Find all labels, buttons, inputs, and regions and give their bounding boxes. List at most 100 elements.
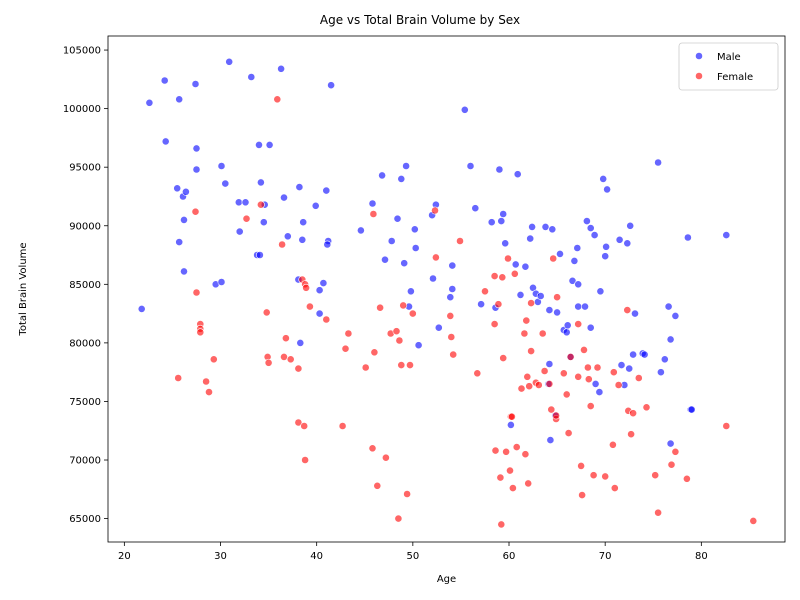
male-point [137,304,146,313]
chart-title: Age vs Total Brain Volume by Sex [320,13,520,27]
male-point [541,222,550,231]
male-point [255,140,263,149]
female-point [192,288,201,297]
male-point [599,174,608,183]
y-axis-label: Total Brain Volume [18,242,29,336]
male-point [513,170,522,179]
female-point [403,490,411,498]
female-point [264,358,273,367]
male-point [161,137,170,146]
male-point [684,233,692,242]
male-point [402,162,410,170]
female-point [510,269,519,278]
male-point [283,232,292,241]
male-point [615,235,624,244]
y-axis: 65000 70000 75000 80000 85000 90000 95000 10000… [63,46,108,525]
female-point [449,350,458,359]
male-point [295,183,304,191]
legend-marker-male [695,52,703,60]
plot-area: 20 30 40 50 60 70 80 65000 70000 75000 80000 85000… [63,35,786,562]
female-point [490,320,499,328]
male-point [429,274,437,283]
female-point [305,302,314,311]
male-point [311,201,320,210]
male-point [225,57,234,66]
female-point [395,336,404,345]
female-point [553,293,561,302]
male-point [631,309,639,318]
male-point [410,225,419,234]
female-point [202,377,210,386]
male-point [378,171,386,180]
female-point [174,374,183,382]
male-point [497,217,506,225]
male-point [623,239,632,248]
female-point [623,306,632,314]
female-point [273,95,282,104]
female-point [294,418,303,427]
female-point [491,446,500,455]
male-point [393,214,402,223]
male-point [296,338,305,347]
x-axis: 20 30 40 50 60 70 80 [118,542,708,562]
male-point [434,323,443,332]
female-point [481,287,489,296]
male-point [448,285,457,293]
male-point [553,308,561,317]
female-point [574,320,583,328]
female-point [580,345,588,354]
female-point [564,429,573,437]
female-point [534,381,543,389]
male-point [506,420,515,429]
female-point [302,283,310,292]
female-point [577,461,585,470]
male-point [256,178,265,187]
x-tick-label: 50 [406,551,419,562]
legend-label-male: Male [717,52,741,63]
male-point [574,302,583,311]
legend-marker-female [695,72,703,80]
male-point [381,255,389,264]
male-point [259,218,268,227]
male-point [471,204,480,213]
male-point [323,240,332,249]
female-point [473,369,482,378]
female-point [749,517,758,525]
male-point [298,235,307,244]
female-point [627,430,635,439]
female-point [654,508,662,517]
male-point [247,73,256,81]
male-point [664,302,673,311]
male-point [536,292,545,300]
male-point [255,251,264,259]
male-point [687,405,696,414]
male-point [234,198,243,207]
female-point [498,273,507,282]
female-point [574,372,583,381]
male-point [280,193,288,202]
y-tick-label: 80000 [69,338,101,349]
female-point [609,368,618,377]
male-point [521,262,530,271]
female-point [338,422,347,430]
male-point [511,260,520,269]
female-point [278,240,286,249]
male-point [192,165,201,174]
x-tick-label: 20 [118,551,131,562]
female-point [667,460,676,469]
female-point [601,472,610,481]
x-axis-label: Age [437,574,456,585]
female-point [262,308,271,317]
female-point [517,384,526,393]
female-point [294,364,303,373]
male-point [625,364,634,373]
male-point [568,276,577,285]
female-point [242,214,251,223]
y-tick-label: 95000 [69,163,101,174]
male-point [217,278,226,286]
female-point [504,254,512,263]
female-point [431,253,440,262]
female-point [545,379,554,388]
female-point [524,479,533,488]
female-point [196,328,205,337]
